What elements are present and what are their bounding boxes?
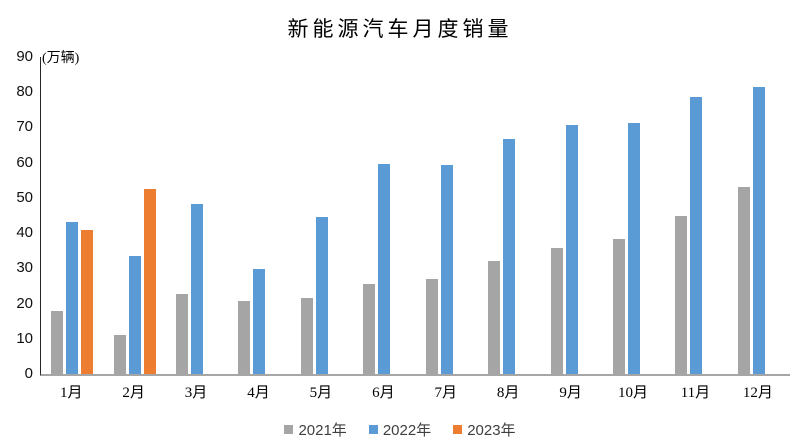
bar-2021年-month-2 bbox=[113, 335, 126, 374]
bar-group-month-6 bbox=[353, 57, 415, 374]
bar-group-month-8 bbox=[478, 57, 540, 374]
y-axis-tick-labels: 0 10 20 30 40 50 60 70 80 90 bbox=[0, 0, 33, 447]
bar-2021年-month-9 bbox=[550, 248, 563, 374]
bar-group-month-3 bbox=[166, 57, 228, 374]
bar-group-month-7 bbox=[416, 57, 478, 374]
bar-2022年-month-5 bbox=[315, 216, 328, 374]
bar-2021年-month-10 bbox=[613, 239, 625, 374]
bar-group-month-12 bbox=[728, 57, 790, 374]
y-tick-label-50: 50 bbox=[16, 188, 33, 206]
y-tick-label-30: 30 bbox=[16, 259, 33, 277]
bar-group-month-5 bbox=[291, 57, 353, 374]
bar-2022年-month-8 bbox=[503, 139, 516, 374]
x-axis-label-month-10: 10月 bbox=[618, 385, 649, 401]
bar-2021年-month-6 bbox=[363, 283, 376, 374]
bar-group-month-10 bbox=[603, 57, 665, 374]
bar-2023年-month-1 bbox=[81, 230, 94, 374]
bar-2022年-month-6 bbox=[378, 164, 391, 374]
bar-2022年-month-11 bbox=[690, 97, 703, 374]
bar-groups bbox=[41, 57, 790, 374]
x-axis-label-month-12: 12月 bbox=[742, 385, 773, 401]
legend-item-2021年: 2021年 bbox=[284, 419, 347, 440]
chart-title: 新能源汽车月度销量 bbox=[287, 17, 513, 41]
x-axis-label-month-9: 9月 bbox=[559, 385, 582, 401]
bar-2022年-month-3 bbox=[191, 203, 204, 374]
legend-label-2022年: 2022年 bbox=[382, 422, 432, 439]
bar-2022年-month-12 bbox=[752, 87, 765, 374]
bar-2021年-month-11 bbox=[675, 215, 688, 374]
bar-2022年-month-10 bbox=[628, 122, 640, 374]
x-axis-labels: 1月 2月 3月 4月 5月 6月 7月 8月 9月 10月 11月 12月 bbox=[40, 381, 789, 402]
y-tick-label-10: 10 bbox=[16, 329, 33, 347]
plot-area bbox=[40, 57, 790, 376]
x-axis-label-month-11: 11月 bbox=[680, 385, 711, 401]
x-axis-label-month-7: 7月 bbox=[434, 385, 457, 401]
legend-label-2023年: 2023年 bbox=[467, 422, 516, 439]
x-axis-label-month-8: 8月 bbox=[496, 385, 520, 401]
y-tick-label-90: 90 bbox=[16, 48, 33, 65]
x-axis-label-month-1: 1月 bbox=[59, 385, 83, 401]
bar-2023年-month-2 bbox=[143, 189, 156, 374]
bar-2022年-month-9 bbox=[565, 124, 578, 374]
bar-2022年-month-2 bbox=[128, 256, 141, 374]
bar-group-month-2 bbox=[103, 57, 165, 374]
y-tick-label-40: 40 bbox=[16, 224, 33, 242]
x-axis-label-month-4: 4月 bbox=[247, 385, 270, 401]
bar-group-month-9 bbox=[540, 57, 602, 374]
bar-2021年-month-5 bbox=[300, 297, 313, 374]
x-axis-label-month-2: 2月 bbox=[122, 385, 145, 401]
bar-2021年-month-12 bbox=[737, 186, 750, 374]
legend: 2021年 2022年 2023年 bbox=[0, 419, 800, 440]
bar-2022年-month-4 bbox=[253, 268, 266, 374]
bar-2022年-month-1 bbox=[66, 222, 79, 374]
bar-2021年-month-3 bbox=[176, 294, 189, 374]
y-tick-label-0: 0 bbox=[24, 365, 33, 382]
bar-2021年-month-8 bbox=[488, 260, 501, 374]
bar-2021年-month-4 bbox=[238, 301, 251, 374]
x-axis-label-month-3: 3月 bbox=[184, 385, 208, 401]
x-axis-label-month-6: 6月 bbox=[372, 385, 395, 401]
y-tick-label-80: 80 bbox=[16, 83, 33, 101]
bar-2021年-month-7 bbox=[425, 278, 438, 374]
legend-swatch-icon-2022年 bbox=[368, 425, 378, 434]
legend-item-2022年: 2022年 bbox=[368, 419, 432, 440]
y-tick-label-70: 70 bbox=[16, 118, 33, 136]
legend-label-2021年: 2021年 bbox=[298, 422, 347, 439]
bar-2022年-month-7 bbox=[440, 165, 453, 374]
y-tick-label-60: 60 bbox=[16, 153, 33, 171]
bar-2021年-month-1 bbox=[51, 310, 64, 374]
legend-swatch-icon-2023年 bbox=[453, 425, 463, 434]
bar-group-month-1 bbox=[41, 57, 103, 374]
bar-group-month-11 bbox=[665, 57, 727, 374]
y-axis-unit-label: (万辆) bbox=[42, 51, 80, 66]
bar-group-month-4 bbox=[228, 57, 290, 374]
x-axis-label-month-5: 5月 bbox=[309, 385, 333, 401]
legend-item-2023年: 2023年 bbox=[453, 419, 516, 440]
legend-swatch-icon-2021年 bbox=[284, 425, 294, 434]
y-tick-label-20: 20 bbox=[16, 294, 33, 312]
